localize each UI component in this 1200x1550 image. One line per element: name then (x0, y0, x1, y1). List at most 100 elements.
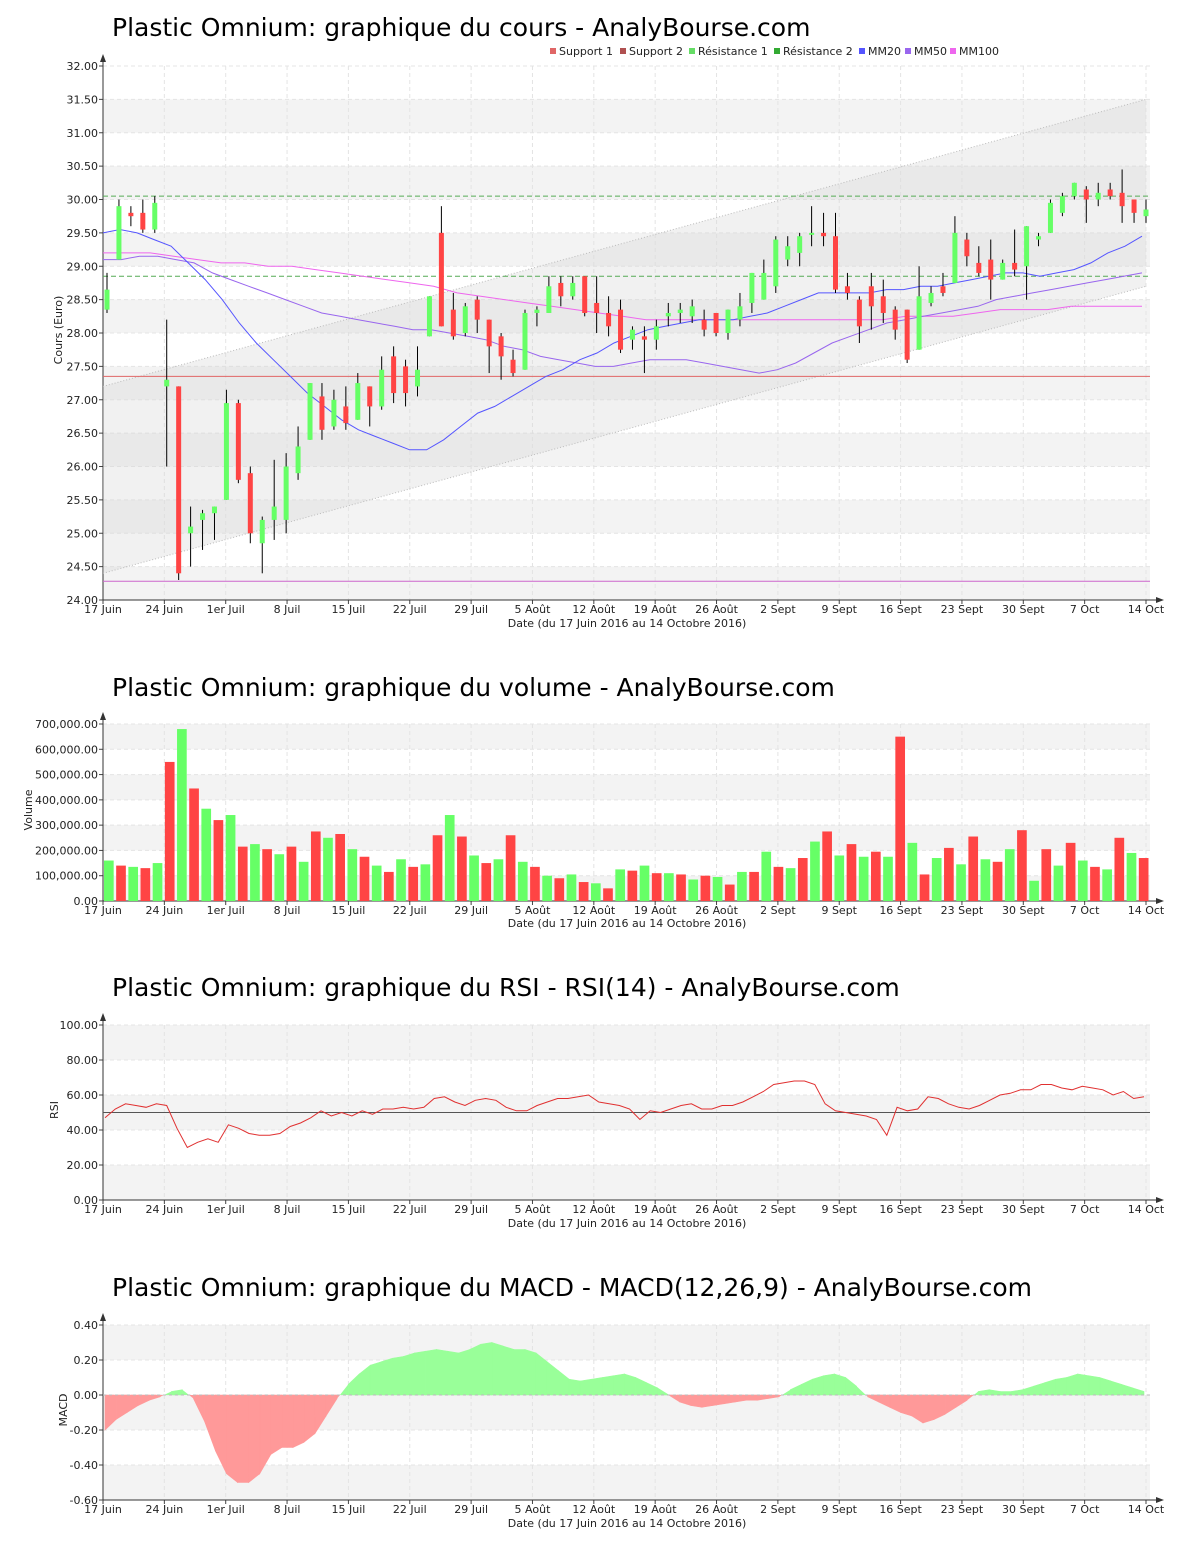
price-band (103, 566, 1150, 600)
volume-bar (1138, 858, 1149, 901)
volume-bar (627, 870, 638, 901)
candle-body (689, 306, 695, 317)
price-ytick-label: 32.00 (67, 60, 99, 73)
rsi-yaxis-arrow (100, 1013, 106, 1021)
macd-area-segment (690, 1394, 703, 1408)
price-yaxis-arrow (100, 54, 106, 62)
rsi-line (104, 1080, 1145, 1149)
volume-bar (761, 851, 772, 901)
candle-body (343, 406, 349, 424)
volume-bar (274, 854, 285, 901)
candle-body (940, 286, 946, 293)
volume-bar (128, 866, 139, 901)
price-legend: Support 1 Support 2 Résistance 1 Résista… (550, 45, 999, 58)
candle-body (355, 383, 361, 420)
macd-area-segment (381, 1357, 393, 1396)
price-band (103, 99, 1150, 133)
macd-area-segment (782, 1389, 791, 1395)
candle-body (379, 369, 385, 407)
rsi-band (103, 1165, 1150, 1200)
candle-body (367, 386, 373, 407)
macd-band (103, 1465, 1150, 1500)
volume-bar (578, 882, 589, 901)
candle-body (474, 299, 480, 320)
volume-xtick-label: 8 Juil (274, 904, 301, 917)
macd-area-segment (845, 1376, 857, 1396)
rsi-ytick-label: 100.00 (60, 1019, 99, 1032)
legend-support-1: Support 1 (559, 45, 613, 58)
legend-swatch-resistance-2 (774, 48, 780, 54)
macd-area-segment (392, 1356, 404, 1396)
macd-xlabel: Date (du 17 Juin 2016 au 14 Octobre 2016… (508, 1517, 747, 1530)
macd-area-segment (977, 1389, 990, 1396)
price-band (103, 499, 1150, 534)
volume-bar (396, 859, 406, 901)
macd-xtick-label: 5 Août (515, 1503, 552, 1516)
candle-body (737, 306, 743, 320)
candle-body (1024, 226, 1030, 267)
macd-area-segment (524, 1349, 537, 1396)
macd-band (103, 1325, 1150, 1360)
candle-body (331, 399, 337, 427)
candle-body (235, 403, 241, 480)
price-xtick-label: 1er Juil (207, 603, 245, 616)
rsi-xtick-label: 9 Sept (821, 1203, 857, 1216)
rsi-xtick-label: 26 Août (695, 1203, 739, 1216)
price-ytick-label: 24.50 (67, 561, 99, 574)
candle-body (868, 286, 874, 307)
volume-ytick-label: 300,000.00 (35, 819, 98, 832)
macd-area-segment (712, 1394, 725, 1406)
legend-swatch-support-1 (550, 48, 556, 54)
legend-swatch-mm20 (859, 48, 865, 54)
macd-area-segment (303, 1394, 316, 1443)
volume-bar (225, 815, 236, 901)
volume-bar (250, 844, 260, 901)
volume-bar (870, 851, 881, 901)
macd-area-segment (1022, 1385, 1034, 1396)
volume-bar (371, 865, 382, 901)
price-xtick-label: 22 Juil (393, 603, 427, 616)
volume-bar (1090, 866, 1100, 901)
candle-body (403, 366, 409, 394)
price-xtick-label: 19 Août (634, 603, 678, 616)
candle-body (641, 336, 647, 340)
candle-body (1036, 236, 1042, 240)
macd-xtick-label: 7 Oct (1070, 1503, 1100, 1516)
volume-bar (408, 866, 419, 901)
candle-body (629, 329, 635, 340)
candle-body (725, 309, 731, 333)
volume-chart: 0.00 100,000.00 200,000.00 300,000.00 400,00… (35, 712, 1165, 917)
macd-ytick-label: -0.20 (70, 1424, 98, 1437)
macd-area-segment (602, 1375, 614, 1396)
rsi-xtick-label: 24 Juin (145, 1203, 183, 1216)
macd-area-segment (967, 1395, 974, 1401)
macd-xtick-label: 23 Sept (941, 1503, 984, 1516)
macd-area-segment (624, 1373, 636, 1396)
volume-bar (944, 847, 954, 901)
macd-area-segment (480, 1342, 493, 1396)
macd-area-segment (1011, 1389, 1023, 1396)
macd-ytick-label: 0.00 (74, 1389, 99, 1402)
volume-bar (359, 856, 370, 901)
volume-bar (140, 868, 151, 901)
candle-body (916, 296, 922, 350)
price-xtick-label: 5 Août (515, 603, 552, 616)
volume-bar (1065, 842, 1076, 901)
price-ytick-label: 30.50 (67, 160, 99, 173)
candle-body (1047, 202, 1053, 233)
candle-body (904, 309, 910, 360)
candle-body (140, 212, 146, 230)
volume-chart-title: Plastic Omnium: graphique du volume - An… (112, 673, 835, 702)
volume-bar (104, 860, 114, 901)
volume-xtick-label: 30 Sept (1002, 904, 1045, 917)
macd-area-segment (922, 1394, 935, 1424)
volume-bar (1004, 849, 1015, 901)
volume-bar (676, 874, 686, 901)
macd-ytick-label: -0.60 (70, 1494, 98, 1507)
volume-xtick-label: 12 Août (572, 904, 616, 917)
candle-body (259, 519, 265, 544)
price-xtick-label: 26 Août (695, 603, 739, 616)
trend-upper-line (102, 98, 1147, 387)
macd-xtick-label: 30 Sept (1002, 1503, 1045, 1516)
volume-xtick-label: 26 Août (695, 904, 739, 917)
